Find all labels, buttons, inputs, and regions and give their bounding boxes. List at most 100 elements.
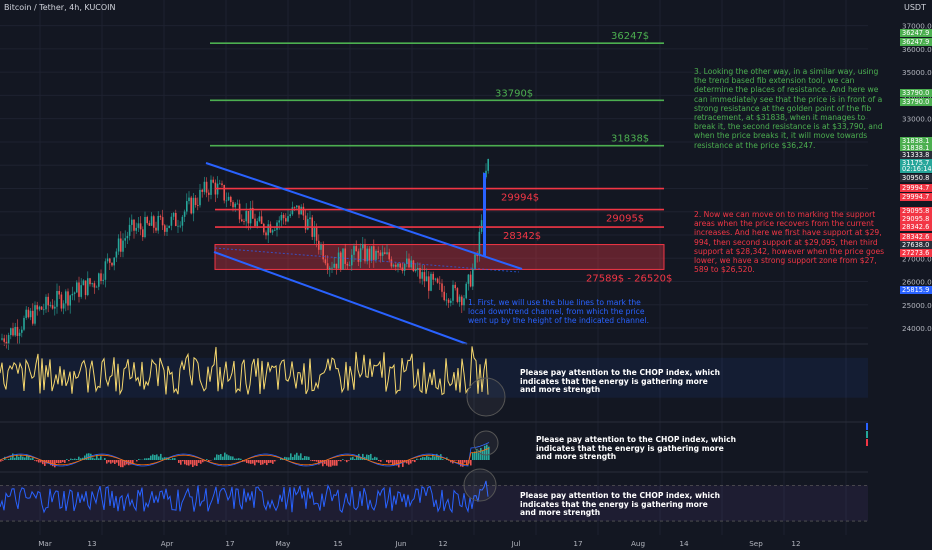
price-label-box	[900, 159, 932, 167]
macd-bar	[414, 460, 416, 463]
candle-body	[278, 220, 280, 223]
candle-body	[126, 235, 129, 239]
price-label-box	[900, 286, 932, 294]
macd-bar	[68, 460, 70, 462]
chop-band	[0, 357, 868, 398]
macd-bar	[86, 453, 88, 460]
time-tick: May	[276, 539, 292, 548]
candle-body	[441, 283, 443, 292]
channel-mid-line	[214, 247, 520, 273]
candle-body	[450, 300, 452, 303]
macd-bar	[368, 454, 370, 460]
macd-bar	[338, 460, 340, 462]
price-label-text: 28342.6	[902, 223, 929, 231]
macd-bar	[236, 458, 238, 460]
macd-bar	[100, 456, 102, 460]
candle-body	[377, 250, 379, 253]
macd-bar	[318, 460, 320, 465]
macd-bar	[120, 460, 122, 468]
candle-body	[12, 328, 14, 336]
macd-bar	[366, 454, 368, 460]
candle-body	[148, 223, 151, 226]
macd-bar	[430, 457, 432, 460]
candle-body	[428, 276, 430, 291]
candle-body	[166, 227, 168, 232]
candle-body	[201, 189, 203, 192]
macd-bar	[304, 456, 306, 460]
downtrend-channel	[205, 162, 523, 345]
macd-bar	[116, 460, 118, 463]
candle-body	[423, 272, 426, 282]
candle-body	[219, 183, 221, 185]
candle-body	[346, 263, 349, 266]
macd-bar	[354, 458, 356, 460]
macd-bar	[160, 453, 162, 460]
macd-bar	[172, 458, 174, 460]
rsi-line	[0, 480, 489, 514]
candle-body	[95, 286, 98, 288]
candle-body	[364, 244, 366, 262]
candle-body	[120, 238, 122, 252]
macd-bar	[280, 458, 282, 460]
macd-bar	[98, 458, 100, 460]
candle-body	[408, 258, 410, 268]
macd-bar	[424, 457, 426, 460]
macd-bar	[20, 455, 22, 460]
candle-body	[139, 223, 142, 230]
macd-bar	[50, 460, 52, 466]
macd-bar	[64, 460, 66, 463]
candle-body	[322, 244, 324, 260]
macd-bar	[222, 456, 224, 460]
macd-bar	[272, 460, 274, 464]
macd-bar	[200, 460, 202, 464]
macd-bar	[92, 457, 94, 460]
macd-bar	[302, 458, 304, 460]
macd-bar	[62, 460, 64, 463]
macd-bar	[154, 455, 156, 460]
candle-body	[456, 288, 459, 302]
macd-bar	[448, 460, 450, 461]
macd-bar	[130, 460, 132, 465]
price-tick: 24000.0	[902, 324, 932, 333]
macd-bar	[124, 460, 126, 466]
price-tick: 27000.0	[902, 254, 932, 263]
price-label-box	[900, 241, 932, 249]
candle-body	[131, 219, 133, 225]
macd-bar	[70, 458, 72, 460]
macd-bar	[476, 448, 478, 460]
macd-bar	[298, 455, 300, 460]
macd-bar	[310, 460, 312, 461]
grid-lines	[0, 0, 868, 535]
macd-bar	[178, 460, 180, 463]
candle-body	[249, 207, 252, 224]
price-label-box	[900, 249, 932, 257]
candle-body	[269, 224, 272, 233]
macd-bar	[406, 460, 408, 464]
candle-body	[225, 200, 228, 202]
candle-body	[91, 283, 93, 285]
candle-body	[291, 207, 294, 215]
macd-bar	[300, 453, 302, 460]
candle-body	[56, 290, 58, 307]
candle-body	[5, 341, 8, 344]
candle-body	[245, 210, 247, 222]
candle-body	[403, 263, 406, 271]
macd-bar	[104, 457, 106, 460]
candle-body	[192, 197, 195, 214]
macd-bar	[250, 460, 252, 464]
macd-bar	[232, 456, 234, 460]
candle-body	[47, 296, 49, 306]
candle-body	[384, 252, 386, 255]
candle-body	[461, 296, 463, 306]
candle-body	[177, 225, 179, 227]
candle-body	[60, 294, 63, 309]
candle-body	[324, 259, 327, 264]
macd-bar	[94, 458, 96, 460]
macd-bar	[14, 457, 16, 460]
macd-bar	[374, 456, 376, 460]
candle-body	[285, 218, 287, 222]
candle-body	[142, 229, 144, 238]
macd-highlight-circle	[473, 430, 499, 456]
candle-body	[164, 225, 166, 232]
